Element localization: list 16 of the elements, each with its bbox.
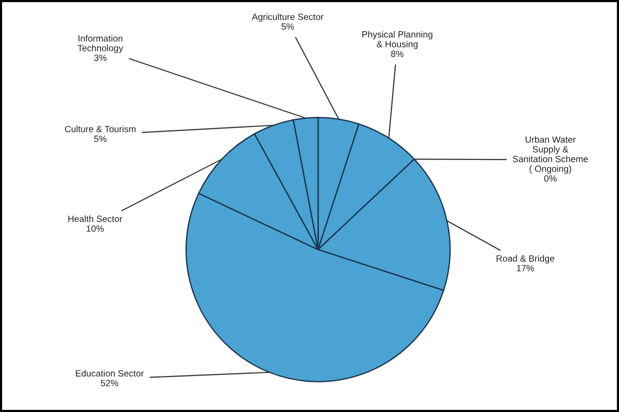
data-label: 10% xyxy=(86,225,104,232)
slice-label: Agriculture Sector xyxy=(252,13,324,22)
slice-label: Physical Planning & Housing xyxy=(362,30,432,50)
slice-label: Education Sector xyxy=(76,370,144,377)
data-label: 5% xyxy=(282,23,294,30)
slice-label: Information Technology xyxy=(78,34,124,54)
data-label: 3% xyxy=(94,54,107,62)
slice-label: Road & Bridge xyxy=(496,255,554,264)
category-label: Urban Water Supply & Sanitation Scheme ( Ongoing) xyxy=(512,136,588,174)
data-label: 52% xyxy=(100,380,118,386)
data-label: 8% xyxy=(391,50,404,58)
slice-label: Health Sector xyxy=(68,215,122,222)
data-label: 5% xyxy=(94,136,107,142)
data-label: 17% xyxy=(516,265,534,272)
slice-label: Culture & Tourism xyxy=(64,126,136,132)
text: 0% xyxy=(544,175,557,182)
